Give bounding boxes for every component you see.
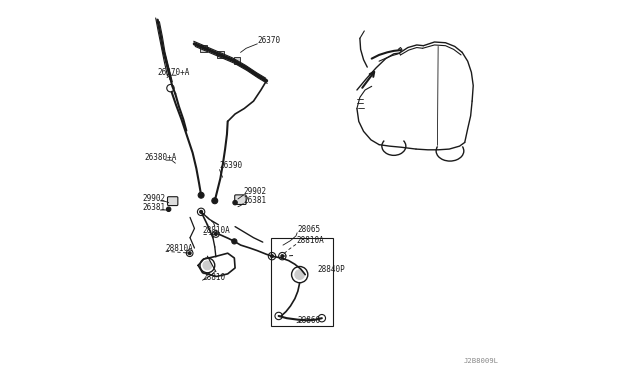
FancyBboxPatch shape	[234, 57, 240, 64]
Text: 28860: 28860	[297, 316, 320, 326]
Circle shape	[214, 232, 218, 235]
Text: 28810A: 28810A	[203, 226, 230, 235]
Text: 26370+A: 26370+A	[157, 68, 190, 77]
FancyBboxPatch shape	[217, 51, 223, 58]
Circle shape	[188, 252, 191, 255]
Circle shape	[295, 270, 305, 279]
Circle shape	[198, 192, 204, 198]
FancyBboxPatch shape	[235, 195, 246, 205]
Text: 26370: 26370	[257, 36, 280, 45]
Circle shape	[232, 239, 237, 244]
Circle shape	[200, 211, 203, 213]
Text: 26381: 26381	[243, 196, 266, 205]
FancyBboxPatch shape	[200, 45, 207, 52]
Circle shape	[203, 261, 212, 270]
Text: 28065: 28065	[297, 225, 320, 234]
Circle shape	[281, 255, 284, 258]
FancyBboxPatch shape	[168, 197, 178, 206]
Circle shape	[166, 207, 171, 211]
Text: 28810A: 28810A	[296, 236, 324, 245]
Circle shape	[212, 198, 218, 204]
Text: 28840P: 28840P	[317, 264, 345, 274]
Bar	[271, 238, 333, 326]
Circle shape	[233, 201, 237, 205]
Circle shape	[271, 255, 273, 258]
Text: 29902: 29902	[243, 187, 266, 196]
Text: J2B8009L: J2B8009L	[464, 358, 499, 364]
Text: 26390: 26390	[220, 161, 243, 170]
Text: 28810: 28810	[203, 273, 226, 282]
Text: 26380+A: 26380+A	[145, 153, 177, 162]
Text: 28810A: 28810A	[166, 244, 193, 253]
Text: 29902: 29902	[143, 194, 166, 203]
Text: 26381: 26381	[143, 203, 166, 212]
